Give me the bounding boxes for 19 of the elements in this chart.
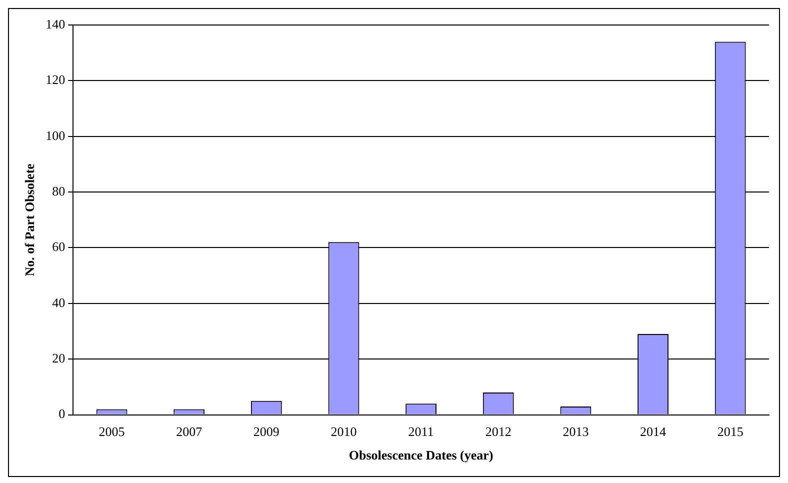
y-tick-label: 100 — [46, 128, 66, 143]
y-tick-label: 120 — [46, 72, 66, 88]
y-tick-label: 60 — [52, 239, 66, 254]
x-tick-label: 2012 — [485, 424, 512, 440]
x-tick-label: 2007 — [176, 424, 203, 440]
x-tick-label: 2005 — [98, 424, 125, 440]
x-tick-label: 2015 — [717, 424, 744, 440]
y-tick-label: 80 — [52, 183, 66, 198]
x-tick-label: 2014 — [640, 424, 667, 440]
y-tick-label: 140 — [46, 16, 66, 32]
y-tick-label: 20 — [52, 350, 66, 366]
y-axis-title: No. of Part Obsolete — [22, 163, 38, 276]
x-tick-label: 2013 — [562, 424, 589, 440]
y-tick-label: 0 — [58, 406, 66, 422]
x-tick-label: 2010 — [330, 424, 357, 440]
x-tick-label: 2011 — [408, 424, 434, 440]
x-axis-title: Obsolescence Dates (year) — [348, 448, 494, 463]
y-tick-label: 40 — [52, 294, 66, 310]
x-tick-label: 2009 — [253, 424, 280, 440]
